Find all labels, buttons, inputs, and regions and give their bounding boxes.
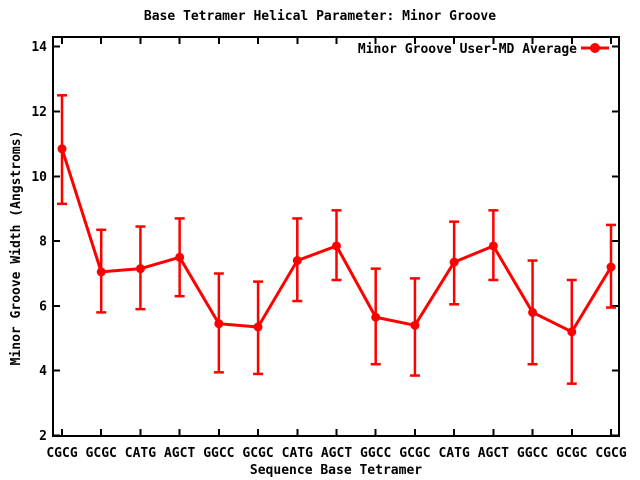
data-point [96, 267, 106, 277]
data-point [214, 319, 224, 329]
x-category-label: AGCT [164, 446, 195, 461]
data-point [175, 252, 185, 262]
y-axis-label: Minor Groove Width (Angstroms) [9, 130, 24, 366]
data-point [449, 257, 459, 267]
data-point [57, 144, 67, 154]
x-category-label: GCGC [399, 446, 430, 461]
data-point [135, 264, 145, 274]
y-tick-label: 10 [31, 170, 47, 185]
data-point [253, 322, 263, 332]
data-point [606, 262, 616, 272]
data-point [332, 241, 341, 251]
x-category-label: CGCG [595, 446, 626, 461]
x-category-label: CATG [438, 446, 469, 461]
data-point [488, 241, 498, 251]
x-axis-label: Sequence Base Tetramer [249, 463, 423, 478]
y-tick-label: 6 [39, 299, 47, 314]
x-category-label: GGCC [360, 446, 391, 461]
x-category-label: CATG [125, 446, 156, 461]
y-tick-label: 12 [31, 105, 47, 120]
x-category-label: CGCG [46, 446, 77, 461]
x-category-label: GGCC [203, 446, 234, 461]
chart-title: Base Tetramer Helical Parameter: Minor G… [143, 9, 497, 24]
data-point [567, 327, 577, 337]
y-tick-label: 8 [39, 235, 47, 250]
legend-marker-icon [590, 43, 600, 53]
data-point [371, 312, 381, 322]
y-tick-label: 14 [31, 40, 47, 55]
data-point [292, 256, 302, 266]
x-category-label: GCGC [556, 446, 587, 461]
data-point [410, 320, 420, 330]
x-category-label: GCGC [86, 446, 117, 461]
x-category-label: GGCC [517, 446, 548, 461]
legend-series-label: Minor Groove User-MD Average [357, 42, 577, 57]
x-category-label: AGCT [321, 446, 352, 461]
y-tick-label: 4 [39, 364, 47, 379]
y-tick-label: 2 [39, 429, 47, 444]
x-category-label: GCGC [242, 446, 273, 461]
x-category-label: CATG [282, 446, 313, 461]
data-point [528, 307, 538, 317]
x-category-label: AGCT [478, 446, 509, 461]
